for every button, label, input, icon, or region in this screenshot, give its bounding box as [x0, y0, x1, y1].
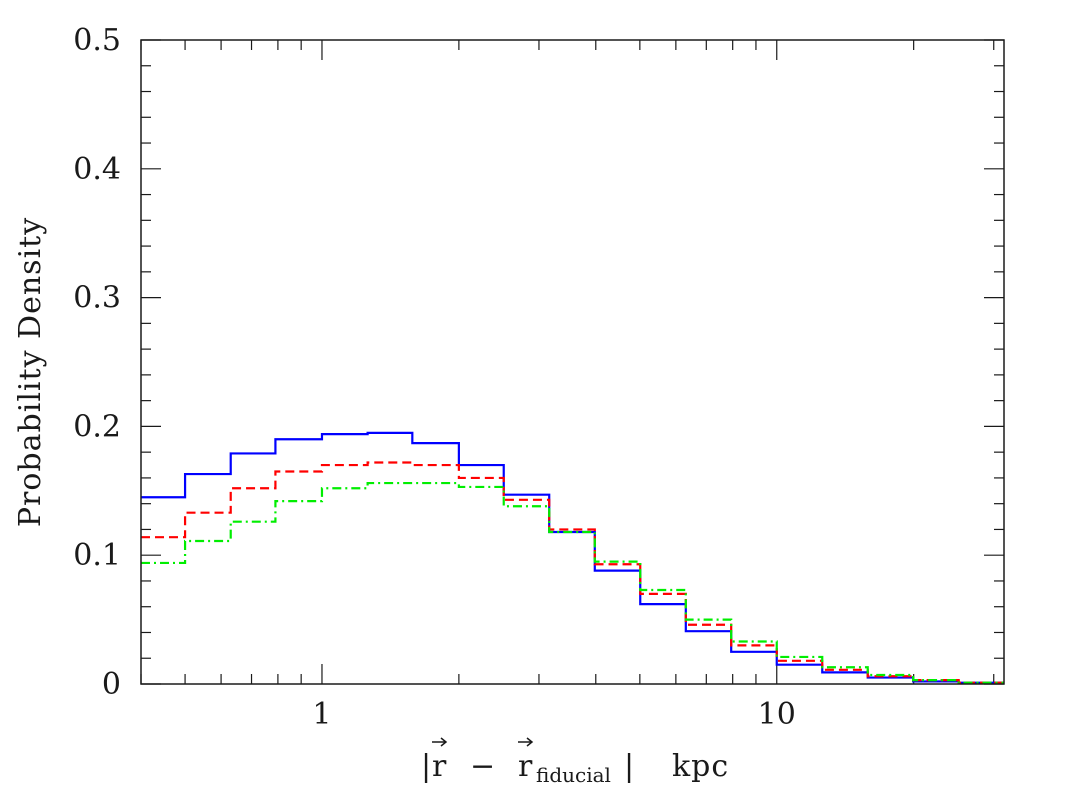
- x-axis-label-subscript: fiducial: [536, 763, 611, 787]
- y-tick-label: 0: [102, 667, 121, 702]
- x-axis-label-r: r: [432, 749, 447, 784]
- x-tick-labels: 1 10: [312, 697, 795, 732]
- x-axis-label-r-fiducial: r: [518, 749, 533, 784]
- plot-frame: [140, 39, 1005, 685]
- x-axis-label-bar-right: |: [624, 749, 635, 784]
- vector-arrow-icon: [432, 737, 448, 747]
- x-axis-label-bar-left: |: [421, 749, 432, 784]
- series-line-dashed: [141, 461, 1005, 684]
- x-axis-label: | r − r fiducial | kpc: [421, 737, 729, 787]
- vector-arrow-icon: [518, 737, 534, 747]
- y-tick-labels: 0 0.1 0.2 0.3 0.4 0.5: [73, 23, 121, 702]
- y-tick-label: 0.2: [73, 409, 121, 444]
- x-tick-label: 10: [758, 697, 796, 732]
- y-tick-label: 0.5: [73, 23, 121, 58]
- y-axis-label: Probability Density: [13, 217, 48, 527]
- minor-ticks: [140, 40, 1004, 684]
- y-tick-label: 0.3: [73, 281, 121, 316]
- major-ticks: [141, 39, 1004, 685]
- series-layer: [141, 431, 1005, 684]
- y-tick-label: 0.4: [73, 152, 121, 187]
- series-line-solid: [141, 431, 1005, 684]
- x-axis-label-minus: −: [470, 749, 496, 784]
- y-tick-label: 0.1: [73, 538, 121, 573]
- x-tick-label: 1: [312, 697, 331, 732]
- x-axis-label-unit: kpc: [672, 749, 729, 784]
- series-line-dash-dot: [141, 481, 1005, 684]
